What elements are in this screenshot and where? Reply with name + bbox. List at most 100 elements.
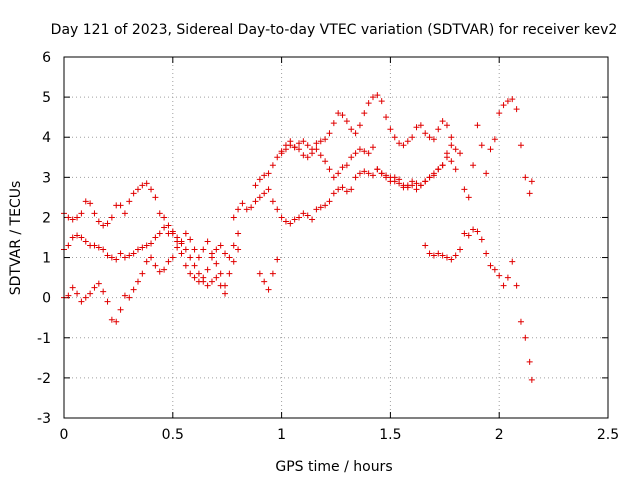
data-point <box>121 254 128 261</box>
data-point <box>504 274 511 281</box>
data-point <box>439 162 446 169</box>
data-point <box>374 92 381 99</box>
data-point <box>461 186 468 193</box>
data-point <box>426 134 433 141</box>
data-point <box>104 252 111 259</box>
data-point <box>291 216 298 223</box>
data-point <box>278 214 285 221</box>
x-tick-label: 1 <box>277 427 286 443</box>
data-point <box>178 240 185 247</box>
data-point <box>213 274 220 281</box>
data-point <box>335 110 342 117</box>
x-tick-label: 0 <box>60 427 69 443</box>
data-point <box>487 262 494 269</box>
data-point <box>335 186 342 193</box>
data-point <box>287 220 294 227</box>
chart-title: Day 121 of 2023, Sidereal Day-to-day VTE… <box>51 22 618 38</box>
data-point <box>496 110 503 117</box>
y-axis-label: SDTVAR / TECUs <box>8 181 24 296</box>
y-tick-label: 2 <box>42 210 51 226</box>
plot-frame <box>63 56 609 419</box>
data-point <box>174 234 181 241</box>
data-point <box>409 178 416 185</box>
data-point <box>483 250 490 257</box>
data-point <box>156 268 163 275</box>
data-point <box>430 136 437 143</box>
data-point <box>100 288 107 295</box>
x-tick-label: 0.5 <box>162 427 184 443</box>
data-point <box>448 158 455 165</box>
data-point <box>152 194 159 201</box>
data-point <box>383 172 390 179</box>
data-point <box>335 170 342 177</box>
data-point <box>509 258 516 265</box>
data-point <box>452 146 459 153</box>
y-tick-label: -3 <box>37 411 51 427</box>
data-point <box>435 126 442 133</box>
data-point <box>452 166 459 173</box>
data-point <box>339 164 346 171</box>
data-point <box>78 234 85 241</box>
data-point <box>213 246 220 253</box>
data-point <box>200 246 207 253</box>
data-point <box>191 246 198 253</box>
data-point <box>430 252 437 259</box>
data-point <box>104 298 111 305</box>
data-point <box>195 270 202 277</box>
data-point <box>413 124 420 131</box>
data-point <box>326 130 333 137</box>
data-point <box>296 146 303 153</box>
data-point <box>426 250 433 257</box>
data-point <box>356 170 363 177</box>
data-point <box>291 144 298 151</box>
data-point <box>187 254 194 261</box>
data-point <box>121 210 128 217</box>
data-point <box>387 126 394 133</box>
data-point <box>304 154 311 161</box>
data-point <box>404 138 411 145</box>
data-point <box>161 266 168 273</box>
data-point <box>256 176 263 183</box>
data-point <box>361 110 368 117</box>
data-point <box>65 214 72 221</box>
data-point <box>296 214 303 221</box>
data-point <box>95 280 102 287</box>
data-point <box>169 254 176 261</box>
data-point <box>478 142 485 149</box>
data-point <box>413 180 420 187</box>
data-point <box>165 258 172 265</box>
y-tick-label: 3 <box>42 170 51 186</box>
data-point <box>470 162 477 169</box>
data-point <box>348 126 355 133</box>
data-point <box>491 136 498 143</box>
data-point <box>443 254 450 261</box>
data-point <box>126 198 133 205</box>
data-point <box>130 250 137 257</box>
data-point <box>152 234 159 241</box>
data-point <box>204 282 211 289</box>
data-point <box>391 178 398 185</box>
y-tick-label: 0 <box>42 291 51 307</box>
data-point <box>69 216 76 223</box>
data-point <box>82 294 89 301</box>
data-point <box>74 214 81 221</box>
data-point <box>430 172 437 179</box>
data-point <box>352 150 359 157</box>
data-point <box>230 258 237 265</box>
data-point <box>222 250 229 257</box>
data-point <box>139 270 146 277</box>
data-point <box>143 242 150 249</box>
data-point <box>182 246 189 253</box>
data-point <box>374 166 381 173</box>
data-point <box>130 286 137 293</box>
data-point <box>526 190 533 197</box>
data-point <box>474 228 481 235</box>
data-point <box>126 252 133 259</box>
data-point <box>426 174 433 181</box>
data-point <box>265 286 272 293</box>
tick-labels: 0 0.5 1 1.5 2 2.5 -3 -2 -1 0 1 2 3 4 5 6 <box>37 50 619 443</box>
data-point <box>443 122 450 129</box>
data-point <box>256 270 263 277</box>
data-point <box>452 252 459 259</box>
data-point <box>404 182 411 189</box>
